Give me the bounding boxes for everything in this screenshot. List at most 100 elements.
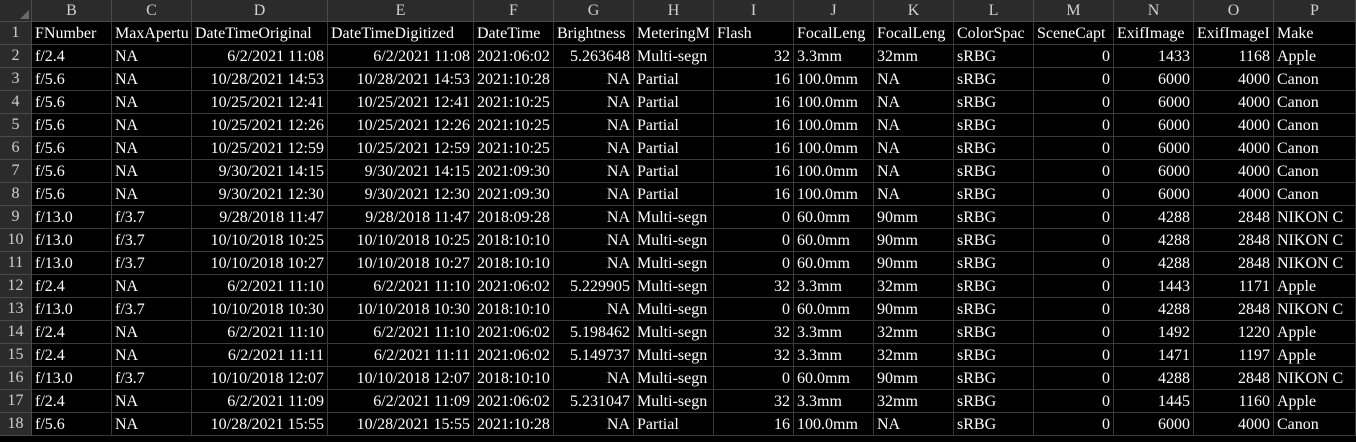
cell-scene-capture[interactable]: 0 <box>1034 114 1114 137</box>
cell-fnumber[interactable]: f/2.4 <box>32 390 112 413</box>
cell-exif-image-height[interactable]: 1197 <box>1194 344 1274 367</box>
cell-brightness[interactable]: NA <box>554 68 634 91</box>
cell-exif-image-height[interactable]: 1168 <box>1194 45 1274 68</box>
cell-max-aperture[interactable]: NA <box>112 114 192 137</box>
cell-datetime[interactable]: 2021:10:25 <box>474 91 554 114</box>
cell-focal-length[interactable]: 60.0mm <box>794 252 874 275</box>
cell-make[interactable]: Apple <box>1274 45 1356 68</box>
header-cell-make[interactable]: Make <box>1274 22 1356 45</box>
cell-focal-length-35mm[interactable]: 90mm <box>874 206 954 229</box>
cell-datetime[interactable]: 2021:06:02 <box>474 45 554 68</box>
cell-fnumber[interactable]: f/13.0 <box>32 229 112 252</box>
cell-focal-length-35mm[interactable]: 32mm <box>874 390 954 413</box>
cell-max-aperture[interactable]: NA <box>112 68 192 91</box>
header-cell-metering-mode[interactable]: MeteringM <box>634 22 714 45</box>
cell-color-space[interactable]: sRBG <box>954 160 1034 183</box>
cell-datetime[interactable]: 2021:06:02 <box>474 344 554 367</box>
cell-scene-capture[interactable]: 0 <box>1034 413 1114 436</box>
cell-focal-length[interactable]: 100.0mm <box>794 413 874 436</box>
cell-datetime-digitized[interactable]: 9/30/2021 14:15 <box>328 160 474 183</box>
cell-exif-image-height[interactable]: 2848 <box>1194 229 1274 252</box>
cell-metering-mode[interactable]: Partial <box>634 160 714 183</box>
cell-exif-image-height[interactable]: 1160 <box>1194 390 1274 413</box>
cell-focal-length-35mm[interactable]: NA <box>874 91 954 114</box>
cell-brightness[interactable]: NA <box>554 413 634 436</box>
cell-focal-length-35mm[interactable]: NA <box>874 183 954 206</box>
cell-brightness[interactable]: NA <box>554 206 634 229</box>
cell-datetime[interactable]: 2018:10:10 <box>474 298 554 321</box>
cell-exif-image-height[interactable]: 1220 <box>1194 321 1274 344</box>
cell-exif-image-width[interactable]: 4288 <box>1114 206 1194 229</box>
cell-scene-capture[interactable]: 0 <box>1034 68 1114 91</box>
cell-exif-image-width[interactable]: 1443 <box>1114 275 1194 298</box>
row-header-9[interactable]: 9 <box>0 206 32 229</box>
row-header-4[interactable]: 4 <box>0 91 32 114</box>
cell-datetime-digitized[interactable]: 6/2/2021 11:11 <box>328 344 474 367</box>
cell-flash[interactable]: 32 <box>714 321 794 344</box>
cell-datetime-digitized[interactable]: 10/10/2018 10:30 <box>328 298 474 321</box>
cell-datetime-digitized[interactable]: 6/2/2021 11:10 <box>328 321 474 344</box>
cell-flash[interactable]: 16 <box>714 91 794 114</box>
header-cell-exif-image-width[interactable]: ExifImage <box>1114 22 1194 45</box>
cell-max-aperture[interactable]: NA <box>112 344 192 367</box>
cell-exif-image-width[interactable]: 6000 <box>1114 91 1194 114</box>
cell-make[interactable]: Canon <box>1274 91 1356 114</box>
cell-fnumber[interactable]: f/2.4 <box>32 275 112 298</box>
cell-datetime-original[interactable]: 9/30/2021 14:15 <box>192 160 328 183</box>
cell-flash[interactable]: 16 <box>714 160 794 183</box>
cell-focal-length[interactable]: 60.0mm <box>794 229 874 252</box>
cell-fnumber[interactable]: f/13.0 <box>32 206 112 229</box>
cell-flash[interactable]: 16 <box>714 114 794 137</box>
cell-exif-image-height[interactable]: 4000 <box>1194 137 1274 160</box>
cell-datetime-original[interactable]: 10/28/2021 15:55 <box>192 413 328 436</box>
row-header-2[interactable]: 2 <box>0 45 32 68</box>
cell-datetime[interactable]: 2021:09:30 <box>474 183 554 206</box>
cell-datetime-original[interactable]: 10/25/2021 12:59 <box>192 137 328 160</box>
cell-flash[interactable]: 16 <box>714 413 794 436</box>
cell-datetime-original[interactable]: 10/10/2018 12:07 <box>192 367 328 390</box>
cell-focal-length[interactable]: 60.0mm <box>794 298 874 321</box>
row-header-5[interactable]: 5 <box>0 114 32 137</box>
row-header-15[interactable]: 15 <box>0 344 32 367</box>
cell-brightness[interactable]: NA <box>554 229 634 252</box>
cell-color-space[interactable]: sRBG <box>954 321 1034 344</box>
cell-metering-mode[interactable]: Partial <box>634 183 714 206</box>
column-header-m[interactable]: M <box>1034 0 1114 22</box>
row-header-10[interactable]: 10 <box>0 229 32 252</box>
cell-focal-length[interactable]: 60.0mm <box>794 367 874 390</box>
cell-make[interactable]: NIKON C <box>1274 252 1356 275</box>
cell-datetime-original[interactable]: 10/10/2018 10:30 <box>192 298 328 321</box>
cell-max-aperture[interactable]: NA <box>112 321 192 344</box>
cell-make[interactable]: NIKON C <box>1274 298 1356 321</box>
cell-flash[interactable]: 32 <box>714 45 794 68</box>
cell-brightness[interactable]: NA <box>554 91 634 114</box>
cell-metering-mode[interactable]: Multi-segn <box>634 45 714 68</box>
select-all-corner[interactable] <box>0 0 32 22</box>
cell-make[interactable]: NIKON C <box>1274 229 1356 252</box>
cell-datetime[interactable]: 2021:10:28 <box>474 68 554 91</box>
cell-focal-length[interactable]: 3.3mm <box>794 390 874 413</box>
cell-exif-image-height[interactable]: 2848 <box>1194 298 1274 321</box>
cell-brightness[interactable]: NA <box>554 367 634 390</box>
cell-flash[interactable]: 16 <box>714 68 794 91</box>
cell-flash[interactable]: 0 <box>714 298 794 321</box>
row-header-3[interactable]: 3 <box>0 68 32 91</box>
cell-exif-image-width[interactable]: 1433 <box>1114 45 1194 68</box>
cell-fnumber[interactable]: f/5.6 <box>32 137 112 160</box>
cell-focal-length-35mm[interactable]: NA <box>874 160 954 183</box>
cell-datetime-original[interactable]: 10/28/2021 14:53 <box>192 68 328 91</box>
cell-flash[interactable]: 32 <box>714 275 794 298</box>
cell-datetime-digitized[interactable]: 9/28/2018 11:47 <box>328 206 474 229</box>
cell-make[interactable]: NIKON C <box>1274 206 1356 229</box>
cell-brightness[interactable]: NA <box>554 252 634 275</box>
cell-exif-image-width[interactable]: 1492 <box>1114 321 1194 344</box>
cell-focal-length-35mm[interactable]: 32mm <box>874 45 954 68</box>
cell-exif-image-height[interactable]: 4000 <box>1194 68 1274 91</box>
cell-brightness[interactable]: NA <box>554 183 634 206</box>
column-header-c[interactable]: C <box>112 0 192 22</box>
cell-make[interactable]: Apple <box>1274 344 1356 367</box>
cell-datetime-original[interactable]: 10/25/2021 12:41 <box>192 91 328 114</box>
cell-make[interactable]: Canon <box>1274 114 1356 137</box>
cell-max-aperture[interactable]: NA <box>112 45 192 68</box>
cell-color-space[interactable]: sRBG <box>954 252 1034 275</box>
